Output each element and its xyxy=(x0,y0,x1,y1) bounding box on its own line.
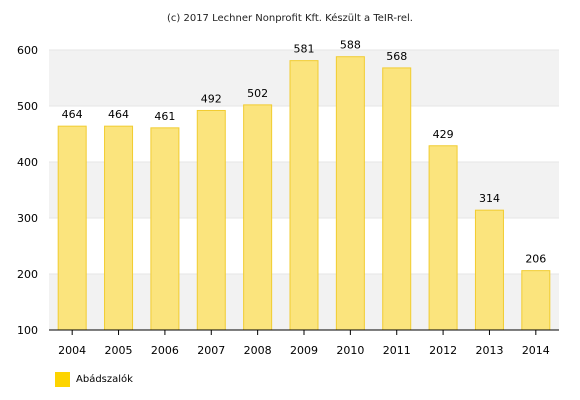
y-tick-label: 200 xyxy=(17,268,38,281)
data-label: 464 xyxy=(62,108,83,121)
y-tick-label: 500 xyxy=(17,100,38,113)
bar xyxy=(243,104,273,331)
x-axis-ticks: 2004 2005 2006 2007 2008 2009 2010 2011 2012 2013… xyxy=(58,330,550,357)
x-tick-label: 2013 xyxy=(475,344,503,357)
x-tick-label: 2007 xyxy=(197,344,225,357)
x-tick-label: 2011 xyxy=(383,344,411,357)
bar xyxy=(57,125,87,331)
bar xyxy=(104,125,134,331)
x-tick-label: 2010 xyxy=(336,344,364,357)
bar xyxy=(196,109,226,331)
credit-text: (c) 2017 Lechner Nonprofit Kft. Készült … xyxy=(166,13,413,24)
data-label: 568 xyxy=(386,50,407,63)
y-tick-label: 300 xyxy=(17,212,38,225)
x-tick-label: 2005 xyxy=(105,344,133,357)
x-tick-label: 2009 xyxy=(290,344,318,357)
x-tick-label: 2004 xyxy=(58,344,86,357)
bar xyxy=(150,127,180,331)
bars xyxy=(57,56,551,331)
data-label: 581 xyxy=(294,43,315,56)
legend-swatch xyxy=(55,372,70,387)
legend-label: Abádszalók xyxy=(76,374,133,385)
x-tick-label: 2014 xyxy=(522,344,550,357)
data-label: 588 xyxy=(340,39,361,52)
x-tick-label: 2012 xyxy=(429,344,457,357)
bar xyxy=(289,60,319,331)
legend: Abádszalók xyxy=(55,372,133,387)
data-label: 492 xyxy=(201,92,222,105)
x-tick-label: 2006 xyxy=(151,344,179,357)
bar xyxy=(335,56,365,331)
bar xyxy=(382,67,412,331)
bar xyxy=(428,145,458,331)
x-tick-label: 2008 xyxy=(244,344,272,357)
data-labels: 464 464 461 492 502 581 588 568 429 314 206 xyxy=(62,39,547,266)
data-label: 461 xyxy=(154,110,175,123)
y-tick-label: 400 xyxy=(17,156,38,169)
bar-chart: 464 464 461 492 502 581 588 568 429 314 206 100 200… xyxy=(17,39,559,357)
data-label: 206 xyxy=(525,253,546,266)
y-tick-label: 600 xyxy=(17,44,38,57)
data-label: 314 xyxy=(479,192,500,205)
data-label: 429 xyxy=(433,128,454,141)
y-axis-ticks: 100 200 300 400 500 600 xyxy=(17,44,38,337)
data-label: 464 xyxy=(108,108,129,121)
bar xyxy=(521,270,551,331)
data-label: 502 xyxy=(247,87,268,100)
y-tick-label: 100 xyxy=(17,324,38,337)
bar xyxy=(474,209,504,331)
